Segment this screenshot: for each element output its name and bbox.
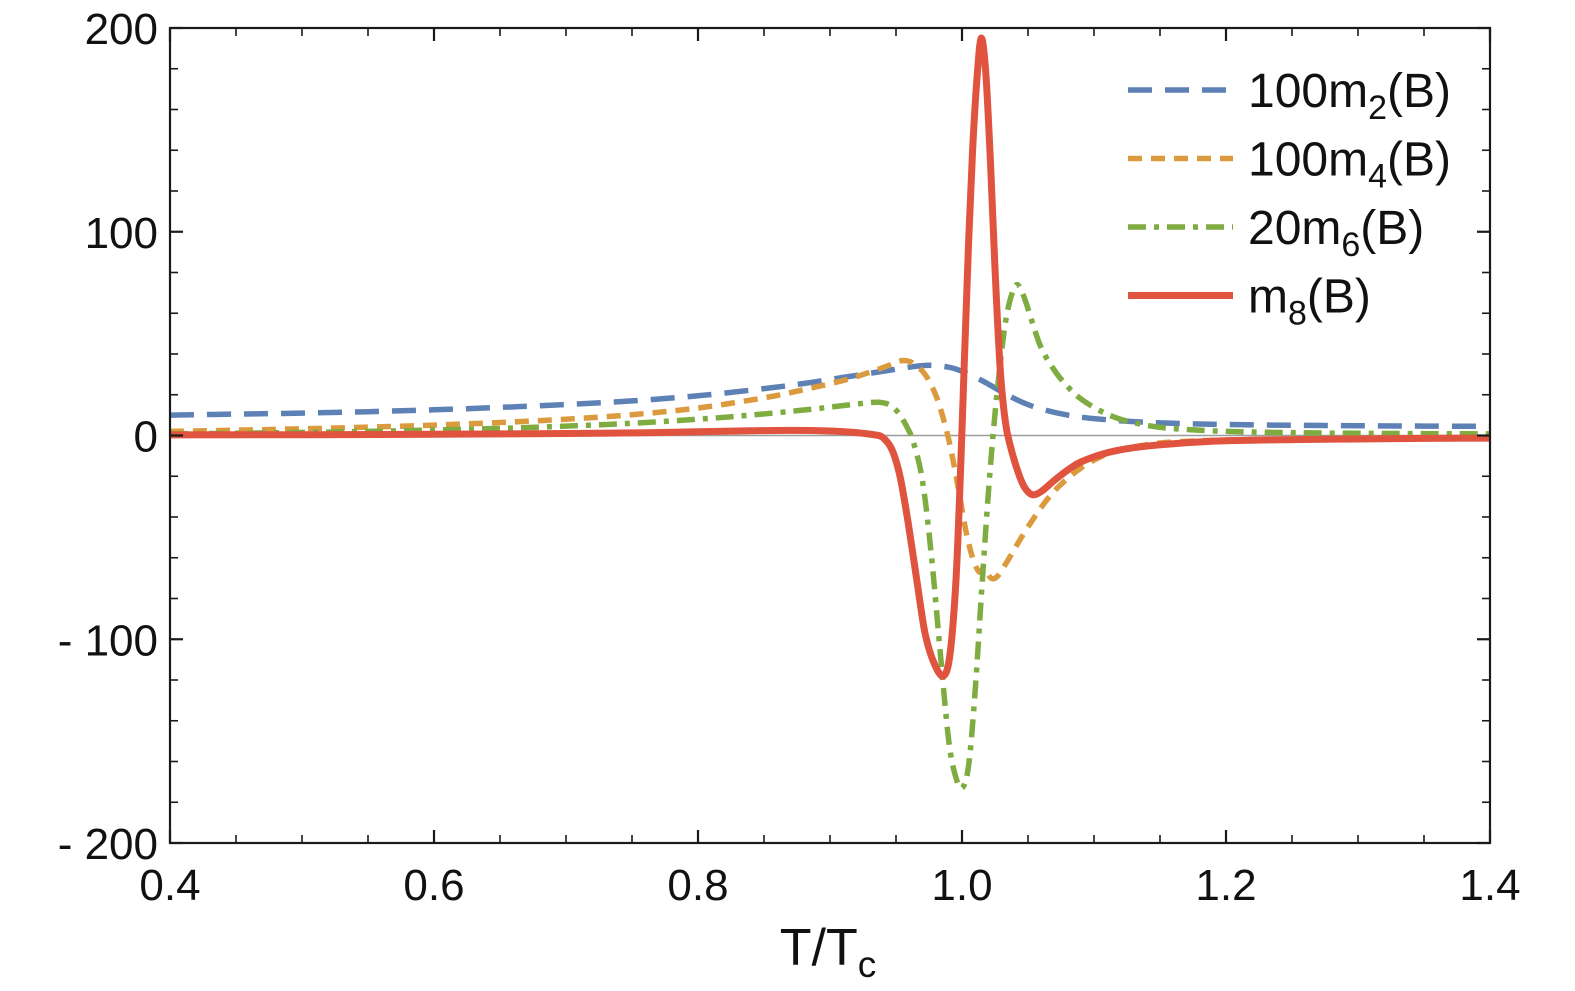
x-tick-label: 0.4 (139, 861, 200, 910)
y-tick-label: 100 (85, 209, 158, 258)
legend-label-100m2: 100m2(B) (1248, 65, 1451, 127)
x-tick-label: 0.8 (667, 861, 728, 910)
x-tick-label: 1.2 (1195, 861, 1256, 910)
legend-item-20m6: 20m6(B) (1128, 202, 1424, 264)
curve-20m6 (170, 281, 1490, 792)
x-tick-label: 1.0 (931, 861, 992, 910)
curve-100m2 (170, 362, 1490, 430)
plot-curves (170, 34, 1490, 792)
x-tick-labels: 0.4 0.6 0.8 1.0 1.2 1.4 (139, 861, 1520, 910)
y-tick-label: - 200 (58, 820, 158, 869)
legend-item-m8: m8(B) (1128, 271, 1371, 333)
y-tick-label: - 100 (58, 616, 158, 665)
legend-label-m8: m8(B) (1248, 271, 1371, 333)
legend-label-100m4: 100m4(B) (1248, 134, 1451, 196)
x-axis-label: T/Tc (780, 919, 876, 985)
ticks (168, 26, 1492, 845)
legend-label-20m6: 20m6(B) (1248, 202, 1424, 264)
curve-m8 (170, 34, 1490, 680)
y-tick-labels: - 200 - 100 0 100 200 (58, 5, 158, 869)
x-tick-label: 0.6 (403, 861, 464, 910)
legend-item-100m4: 100m4(B) (1128, 134, 1451, 196)
y-tick-label: 200 (85, 5, 158, 54)
x-tick-label: 1.4 (1459, 861, 1520, 910)
y-tick-label: 0 (134, 413, 158, 462)
curve-100m4 (170, 357, 1490, 582)
legend: 100m2(B) 100m4(B)20m6(B) m8(B) (1128, 65, 1451, 333)
legend-item-100m2: 100m2(B) (1128, 65, 1451, 127)
